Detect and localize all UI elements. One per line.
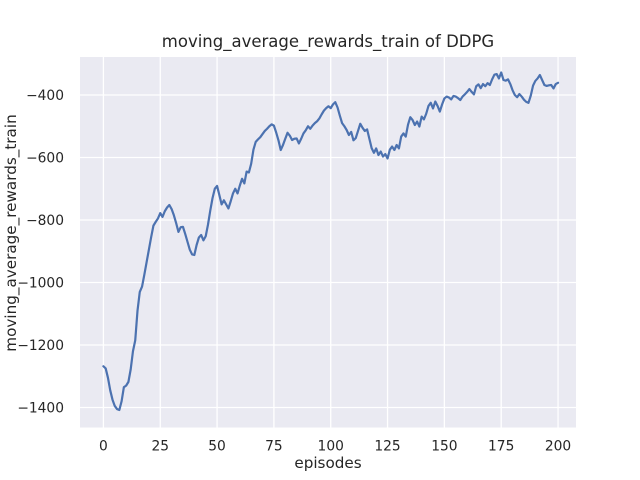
x-tick-label: 50 [208,439,226,455]
series-line-moving-average-rewards [102,71,560,412]
y-tick-labels: −1400 −1200 −1000 −800 −600 −400 [17,88,64,416]
x-tick-labels: 0 25 50 75 100 125 150 175 200 [99,439,571,455]
chart-title: moving_average_rewards_train of DDPG [162,32,494,52]
x-tick-label: 75 [265,439,283,455]
gridlines [80,57,576,428]
plot-area [80,57,576,428]
x-axis-label: episodes [294,454,361,472]
x-tick-label: 100 [318,439,344,455]
y-tick-label: −1000 [17,275,64,291]
x-tick-label: 175 [488,439,514,455]
x-tick-label: 125 [374,439,400,455]
y-tick-label: −1200 [17,338,64,354]
y-axis-label: moving_average_rewards_train [2,114,21,351]
x-tick-label: 0 [99,439,108,455]
y-tick-label: −400 [26,88,64,104]
x-tick-label: 150 [431,439,457,455]
y-tick-label: −600 [26,150,64,166]
x-tick-label: 200 [545,439,571,455]
x-tick-label: 25 [151,439,169,455]
y-tick-label: −800 [26,213,64,229]
y-tick-label: −1400 [17,400,64,416]
